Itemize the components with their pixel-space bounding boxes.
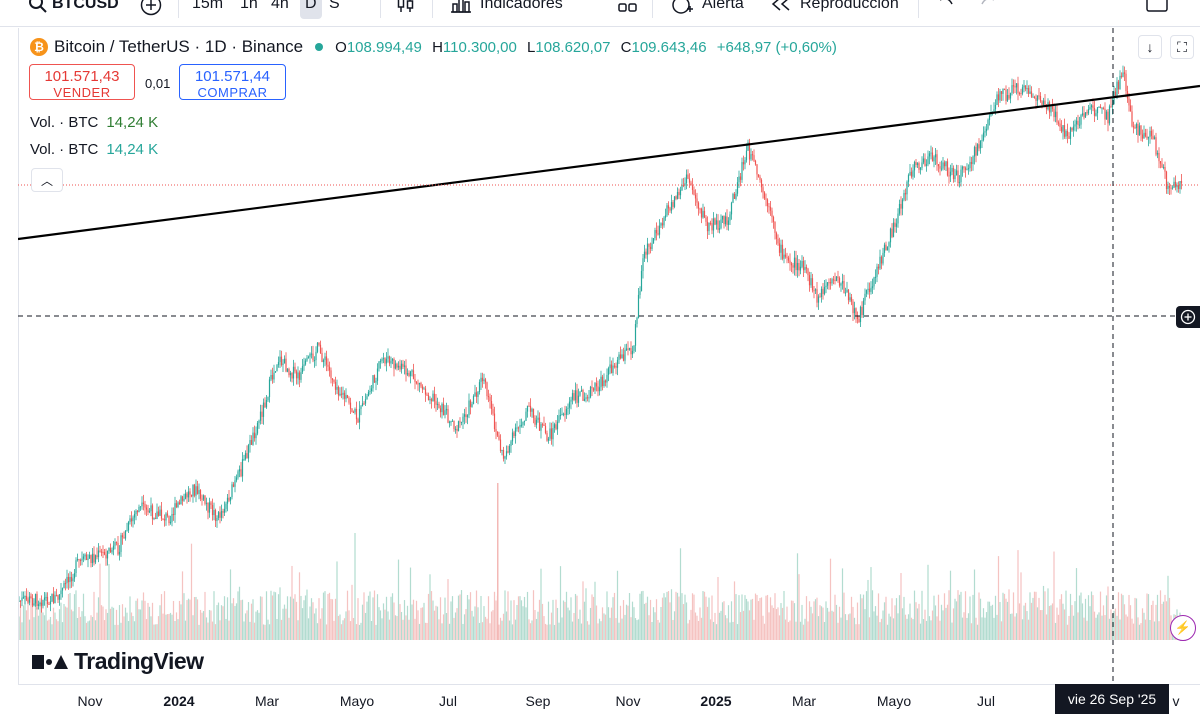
interval-1h-button[interactable]: 1h	[240, 0, 258, 12]
indicators-button[interactable]: Indicadores	[480, 0, 563, 12]
low-label: L	[527, 38, 536, 56]
interval-d-button[interactable]: D	[300, 0, 322, 19]
maximize-icon[interactable]: ⛶	[1170, 35, 1194, 59]
tradingview-logo: TradingView	[32, 648, 204, 675]
close-label: C	[620, 38, 632, 56]
time-axis-label: Nov	[77, 693, 103, 709]
time-axis-label: Jul	[977, 693, 995, 709]
interval-15m-button[interactable]: 15m	[192, 0, 224, 12]
candlestick-icon[interactable]	[396, 0, 416, 19]
undo-icon[interactable]	[934, 0, 956, 19]
sell-price: 101.571,43	[44, 68, 120, 85]
interval-4h-button[interactable]: 4h	[271, 0, 289, 12]
lightning-icon[interactable]: ⚡	[1170, 615, 1196, 641]
time-axis-label: Mayo	[339, 693, 375, 709]
toolbar-divider	[432, 0, 433, 18]
price-chart[interactable]	[18, 28, 1200, 684]
toolbar-divider	[918, 0, 919, 18]
volume-value: 14,24 K	[106, 114, 159, 131]
candles	[18, 65, 1183, 613]
top-toolbar: BTCUSD 15m 1h 4h D S Indicadores Alerta …	[0, 0, 1200, 27]
interval-s-button[interactable]: S	[329, 0, 340, 12]
market-open-status-icon	[315, 43, 324, 51]
indicators-icon[interactable]	[450, 0, 472, 19]
layout-icon[interactable]	[1146, 0, 1168, 19]
time-axis-label: Mayo	[876, 693, 912, 709]
symbol-title[interactable]: Bitcoin / TetherUS · 1D · Binance	[54, 37, 304, 56]
volume-legend[interactable]: Vol. · BTC 14,24 K	[30, 141, 158, 158]
alert-button[interactable]: Alerta	[702, 0, 744, 12]
high-value: 110.300,00	[442, 38, 517, 56]
chevron-down-icon[interactable]	[584, 0, 598, 9]
time-axis-label: 2025	[700, 693, 732, 709]
chart-pane[interactable]	[18, 28, 1200, 724]
buy-button[interactable]: 101.571,44 COMPRAR	[179, 64, 286, 100]
time-axis-label: v	[1172, 693, 1180, 709]
rewind-icon[interactable]	[770, 0, 792, 19]
time-axis-label: Sep	[525, 693, 551, 709]
alert-clock-icon[interactable]	[670, 0, 694, 21]
open-value: 108.994,49	[346, 38, 422, 56]
arrow-down-icon[interactable]: ↓	[1138, 35, 1162, 59]
time-axis-label: Nov	[615, 693, 641, 709]
templates-icon[interactable]	[617, 0, 639, 19]
volume-legend[interactable]: Vol. · BTC 14,24 K	[30, 114, 158, 131]
trendline[interactable]	[18, 84, 1200, 241]
crosshair-date-label: vie 26 Sep '25	[1055, 684, 1169, 714]
search-icon[interactable]	[28, 0, 48, 19]
buy-price: 101.571,44	[194, 68, 271, 85]
high-label: H	[432, 38, 443, 56]
redo-icon[interactable]	[978, 0, 1000, 19]
volume-label: Vol. · BTC	[30, 114, 99, 131]
tradingview-wordmark: TradingView	[74, 648, 204, 674]
sell-label: VENDER	[53, 85, 111, 100]
spread-value: 0,01	[145, 76, 171, 91]
bitcoin-icon: ₿	[30, 38, 48, 56]
plus-circle-icon	[1180, 309, 1196, 325]
close-value: 109.643,46	[631, 38, 707, 56]
replay-button[interactable]: Reproducción	[800, 0, 899, 12]
change-value: +648,97 (+0,60%)	[716, 38, 837, 56]
open-label: O	[335, 38, 347, 56]
volume-value: 14,24 K	[106, 141, 159, 158]
low-value: 108.620,07	[535, 38, 611, 56]
chevron-down-icon[interactable]	[352, 0, 366, 9]
buy-label: COMPRAR	[197, 85, 268, 100]
volume-label: Vol. · BTC	[30, 141, 99, 158]
toolbar-divider	[178, 0, 179, 18]
time-axis-label: Mar	[791, 693, 817, 709]
toolbar-divider	[380, 0, 381, 18]
symbol-legend: ₿ Bitcoin / TetherUS · 1D · Binance O108…	[30, 36, 837, 58]
ohlc-values: O108.994,49 H110.300,00 L108.620,07 C109…	[335, 39, 837, 56]
chevron-up-icon: ︿	[40, 173, 53, 188]
time-axis-label: Mar	[254, 693, 280, 709]
symbol-search-button[interactable]: BTCUSD	[52, 0, 119, 12]
volume-bars	[18, 483, 1183, 640]
time-axis[interactable]: Nov 2024 Mar Mayo Jul Sep Nov 2025 Mar M…	[18, 684, 1200, 725]
tradingview-mark-icon	[32, 654, 68, 669]
time-axis-label: 2024	[163, 693, 195, 709]
time-axis-label: Jul	[439, 693, 457, 709]
plus-circle-icon[interactable]	[140, 0, 162, 21]
collapse-legend-button[interactable]: ︿	[31, 168, 63, 192]
add-plus-button[interactable]	[1176, 306, 1200, 328]
sell-button[interactable]: 101.571,43 VENDER	[29, 64, 135, 100]
toolbar-divider	[652, 0, 653, 18]
